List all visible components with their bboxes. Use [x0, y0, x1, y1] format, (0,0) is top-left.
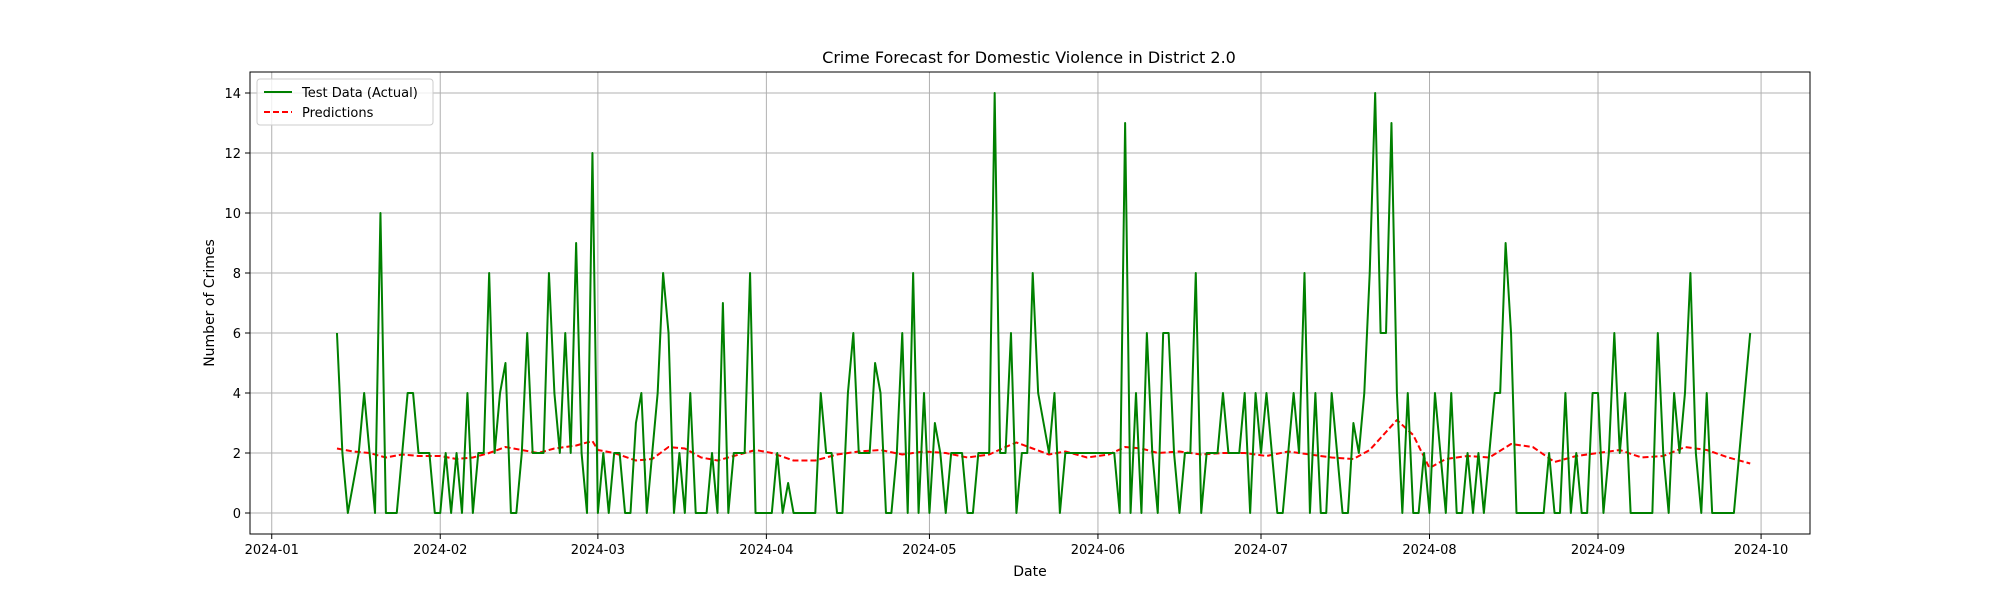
y-axis-label: Number of Crimes — [202, 239, 218, 367]
x-tick-label: 2024-06 — [1071, 543, 1125, 558]
grid-lines — [250, 72, 1810, 534]
x-tick-label: 2024-08 — [1402, 543, 1456, 558]
x-tick-label: 2024-03 — [571, 543, 625, 558]
legend-label-actual: Test Data (Actual) — [301, 86, 418, 101]
x-tick-label: 2024-10 — [1734, 543, 1788, 558]
y-tick-label: 12 — [224, 147, 241, 162]
y-tick-label: 10 — [224, 207, 241, 222]
y-tick-label: 4 — [233, 387, 241, 402]
legend: Test Data (Actual) Predictions — [256, 78, 434, 126]
x-tick-label: 2024-02 — [413, 543, 467, 558]
series-line-actual — [335, 92, 1752, 514]
x-tick-label: 2024-09 — [1571, 543, 1625, 558]
legend-label-predictions: Predictions — [302, 106, 374, 121]
x-tick-label: 2024-01 — [245, 543, 299, 558]
series-layer — [335, 92, 1752, 514]
legend-box — [256, 78, 434, 126]
y-tick-label: 14 — [224, 87, 241, 102]
y-tick-label: 2 — [233, 447, 241, 462]
plot-frame — [249, 71, 1811, 535]
y-tick-label: 6 — [233, 327, 241, 342]
y-axis: 0 2 4 6 8 10 12 14 — [224, 87, 250, 522]
y-tick-label: 8 — [233, 267, 241, 282]
x-axis-label: Date — [1013, 564, 1046, 580]
x-tick-label: 2024-07 — [1234, 543, 1288, 558]
x-axis: 2024-01 2024-02 2024-03 2024-04 2024-05 2024-… — [245, 534, 1788, 558]
y-tick-label: 0 — [233, 507, 241, 522]
x-tick-label: 2024-05 — [902, 543, 956, 558]
x-tick-label: 2024-04 — [739, 543, 793, 558]
chart-title: Crime Forecast for Domestic Violence in … — [822, 48, 1236, 67]
